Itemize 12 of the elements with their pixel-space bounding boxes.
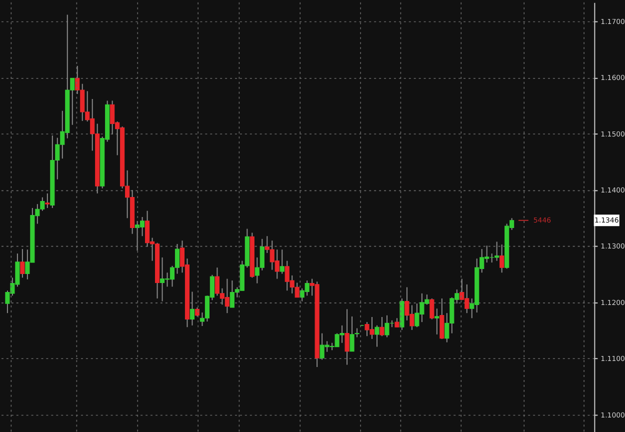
candlestick	[344, 308, 350, 366]
candlestick	[434, 308, 440, 335]
candlestick	[430, 298, 434, 320]
candlestick	[374, 324, 380, 348]
candlestick	[190, 291, 195, 326]
candlestick	[440, 298, 444, 340]
candlestick	[20, 248, 25, 278]
candlestick	[45, 192, 50, 209]
candlestick	[380, 316, 384, 337]
candlestick	[500, 244, 504, 274]
candlestick	[280, 249, 284, 274]
candlestick	[350, 316, 354, 352]
